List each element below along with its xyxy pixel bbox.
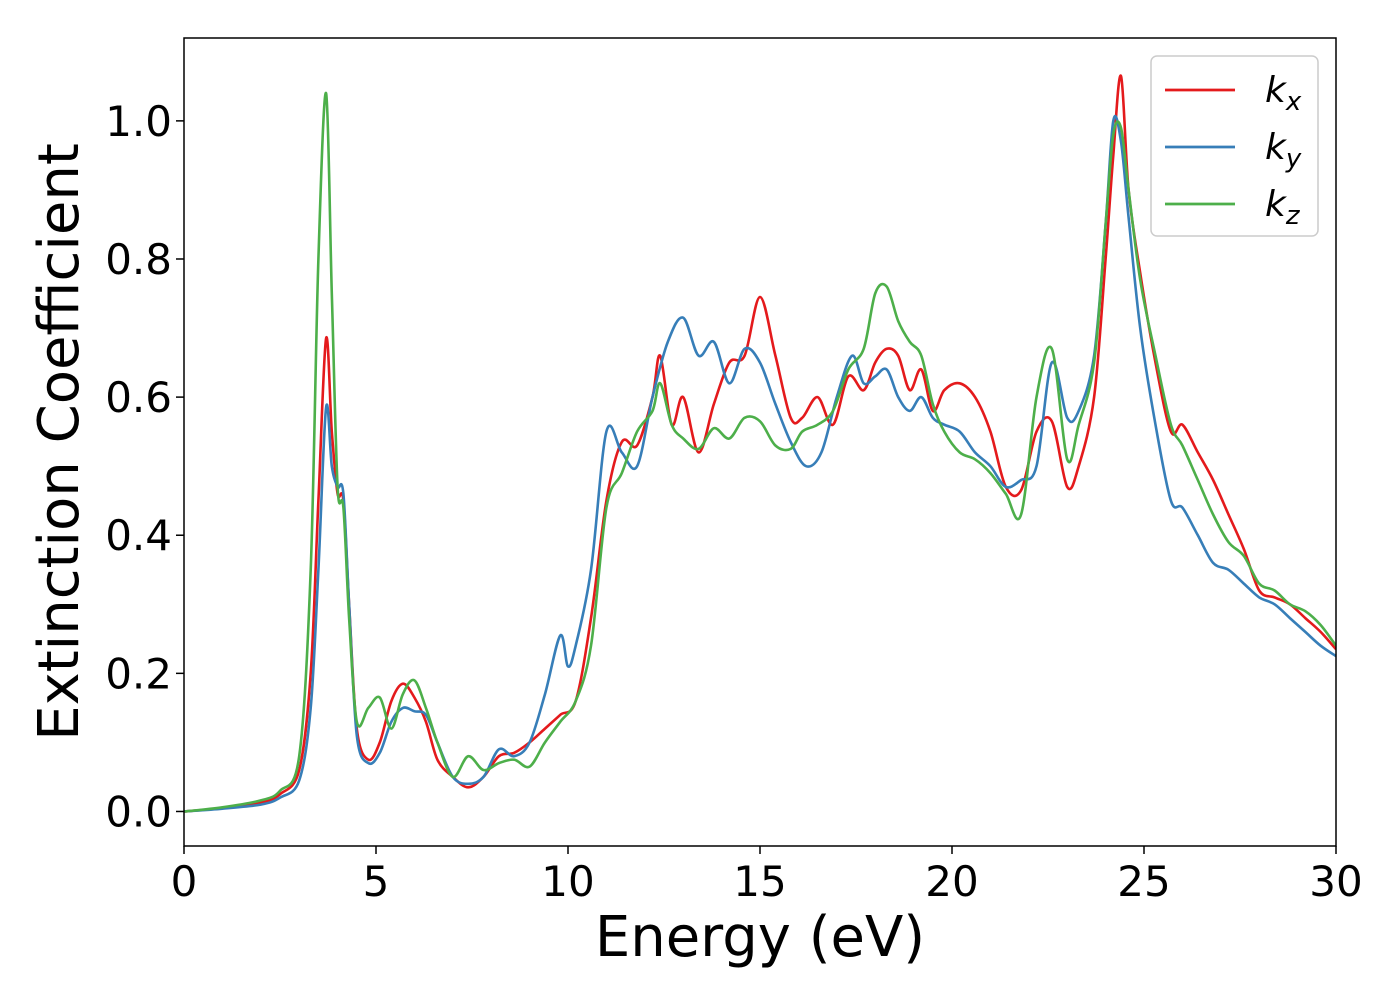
x-axis: 0 5 10 15 20 25 30 [171, 846, 1363, 906]
x-tick-label: 5 [363, 857, 390, 906]
x-tick-label: 0 [171, 857, 198, 906]
y-tick-label: 0.6 [105, 373, 172, 422]
y-tick-label: 0.8 [105, 235, 172, 284]
x-tick-label: 10 [541, 857, 594, 906]
legend-label-subscript: x [1285, 87, 1302, 117]
y-axis-title: Extinction Coefficient [27, 143, 92, 741]
legend-label-subscript: z [1285, 201, 1301, 231]
legend-label-subscript: y [1285, 144, 1302, 174]
y-tick-label: 1.0 [105, 97, 172, 146]
series-line-y [184, 114, 1336, 813]
x-tick-label: 25 [1117, 857, 1170, 906]
x-tick-label: 20 [925, 857, 978, 906]
legend-label-main: k [1265, 184, 1288, 225]
legend-label-main: k [1265, 70, 1288, 111]
legend-label-z: kz [1265, 184, 1301, 231]
legend-label-y: ky [1265, 127, 1302, 174]
y-tick-label: 0.2 [105, 649, 172, 698]
y-tick-label: 0.0 [105, 787, 172, 836]
y-axis: 0.0 0.2 0.4 0.6 0.8 1.0 [105, 97, 184, 836]
series-line-z [184, 91, 1336, 813]
y-tick-label: 0.4 [105, 511, 172, 560]
x-tick-label: 15 [733, 857, 786, 906]
legend-label-x: kx [1265, 70, 1302, 117]
x-axis-title: Energy (eV) [595, 905, 925, 970]
x-tick-label: 30 [1309, 857, 1362, 906]
plot-area [184, 74, 1336, 813]
legend-label-main: k [1265, 127, 1288, 168]
